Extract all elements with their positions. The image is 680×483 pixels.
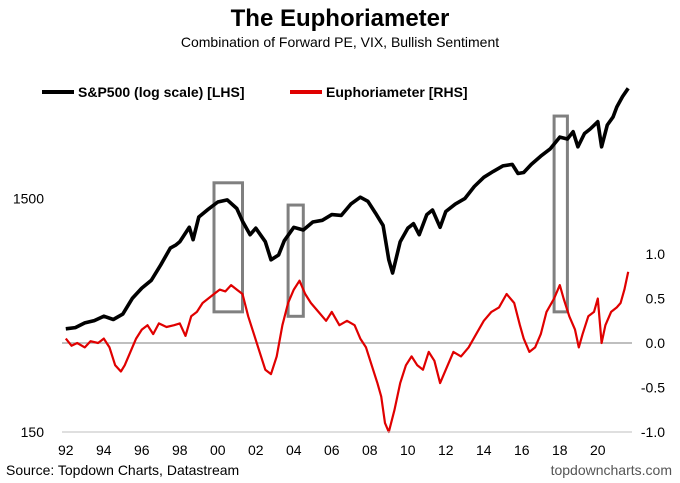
x-tick-label: 12	[438, 442, 454, 458]
chart-subtitle: Combination of Forward PE, VIX, Bullish …	[181, 34, 499, 50]
x-tick-label: 20	[590, 442, 606, 458]
right-tick-label: 1.0	[646, 246, 666, 262]
x-tick-label: 04	[286, 442, 302, 458]
x-tick-label: 08	[362, 442, 378, 458]
right-axis: 1.0 0.5 0.0 -0.5 -1.0	[641, 246, 665, 440]
highlight-box-2	[286, 203, 305, 318]
x-tick-label: 92	[58, 442, 74, 458]
x-tick-label: 16	[514, 442, 530, 458]
right-tick-label: -0.5	[641, 380, 665, 396]
right-tick-label: 0.0	[646, 335, 666, 351]
series-line-euphoriameter	[64, 271, 630, 434]
right-tick-label: -1.0	[641, 424, 665, 440]
x-tick-label: 10	[400, 442, 416, 458]
x-tick-label: 14	[476, 442, 492, 458]
highlight-box-3	[552, 114, 569, 314]
x-tick-label: 94	[96, 442, 112, 458]
series-line-sp500	[65, 87, 630, 331]
x-axis: 92 94 96 98 00 02 04 06 08 10 12 14 16 18 20	[58, 431, 632, 458]
left-axis: 1500 150	[13, 191, 44, 440]
x-tick-label: 06	[324, 442, 340, 458]
left-tick-label: 150	[21, 424, 45, 440]
legend-label-euphoriameter: Euphoriameter [RHS]	[326, 84, 468, 100]
x-tick-label: 96	[134, 442, 150, 458]
x-tick-label: 18	[552, 442, 568, 458]
legend: S&P500 (log scale) [LHS] Euphoriameter […	[42, 84, 468, 100]
credit-note: topdowncharts.com	[551, 462, 672, 478]
right-tick-label: 0.5	[646, 291, 666, 307]
x-tick-label: 98	[172, 442, 188, 458]
highlight-box-1	[212, 181, 244, 314]
source-note: Source: Topdown Charts, Datastream	[6, 462, 239, 478]
x-tick-label: 00	[210, 442, 226, 458]
x-tick-label: 02	[248, 442, 264, 458]
legend-label-sp500: S&P500 (log scale) [LHS]	[78, 84, 245, 100]
left-tick-label: 1500	[13, 191, 44, 207]
plot-area	[62, 87, 632, 434]
chart-title: The Euphoriameter	[231, 5, 450, 32]
